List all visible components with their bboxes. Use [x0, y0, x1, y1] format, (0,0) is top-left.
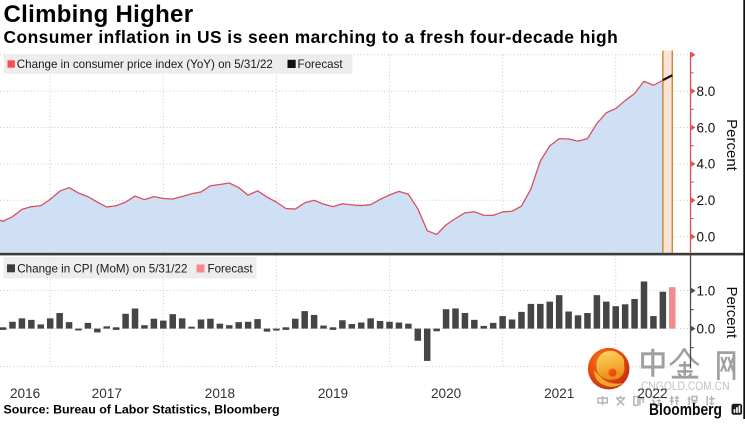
svg-text:2021: 2021 — [544, 386, 574, 401]
svg-text:Forecast: Forecast — [298, 58, 344, 71]
svg-text:Percent: Percent — [723, 119, 740, 172]
svg-text:2.0: 2.0 — [697, 193, 716, 208]
svg-text:Change in CPI (MoM) on 5/31/22: Change in CPI (MoM) on 5/31/22 — [17, 263, 187, 276]
svg-text:CNGOLD.COM.CN: CNGOLD.COM.CN — [641, 379, 730, 393]
svg-text:Forecast: Forecast — [208, 263, 254, 276]
svg-text:6.0: 6.0 — [697, 120, 716, 135]
svg-text:2017: 2017 — [92, 386, 122, 401]
svg-text:0.0: 0.0 — [697, 321, 716, 336]
svg-text:8.0: 8.0 — [697, 84, 716, 99]
svg-text:Change in consumer price index: Change in consumer price index (YoY) on … — [17, 58, 273, 71]
svg-text:2022: 2022 — [637, 386, 667, 401]
svg-text:2019: 2019 — [318, 386, 348, 401]
svg-text:2020: 2020 — [431, 386, 462, 401]
svg-text:0.0: 0.0 — [697, 230, 716, 245]
svg-text:Source: Bureau of Labor Statis: Source: Bureau of Labor Statistics, Bloo… — [4, 403, 280, 417]
svg-text:1.0: 1.0 — [697, 283, 716, 298]
svg-text:Consumer inflation in US is se: Consumer inflation in US is seen marchin… — [4, 27, 619, 47]
svg-text:Bloomberg: Bloomberg — [649, 400, 722, 419]
svg-text:Percent: Percent — [723, 286, 740, 339]
svg-text:2018: 2018 — [205, 386, 235, 401]
svg-text:Climbing Higher: Climbing Higher — [4, 1, 194, 28]
svg-text:4.0: 4.0 — [697, 157, 716, 172]
svg-text:2016: 2016 — [10, 386, 40, 401]
